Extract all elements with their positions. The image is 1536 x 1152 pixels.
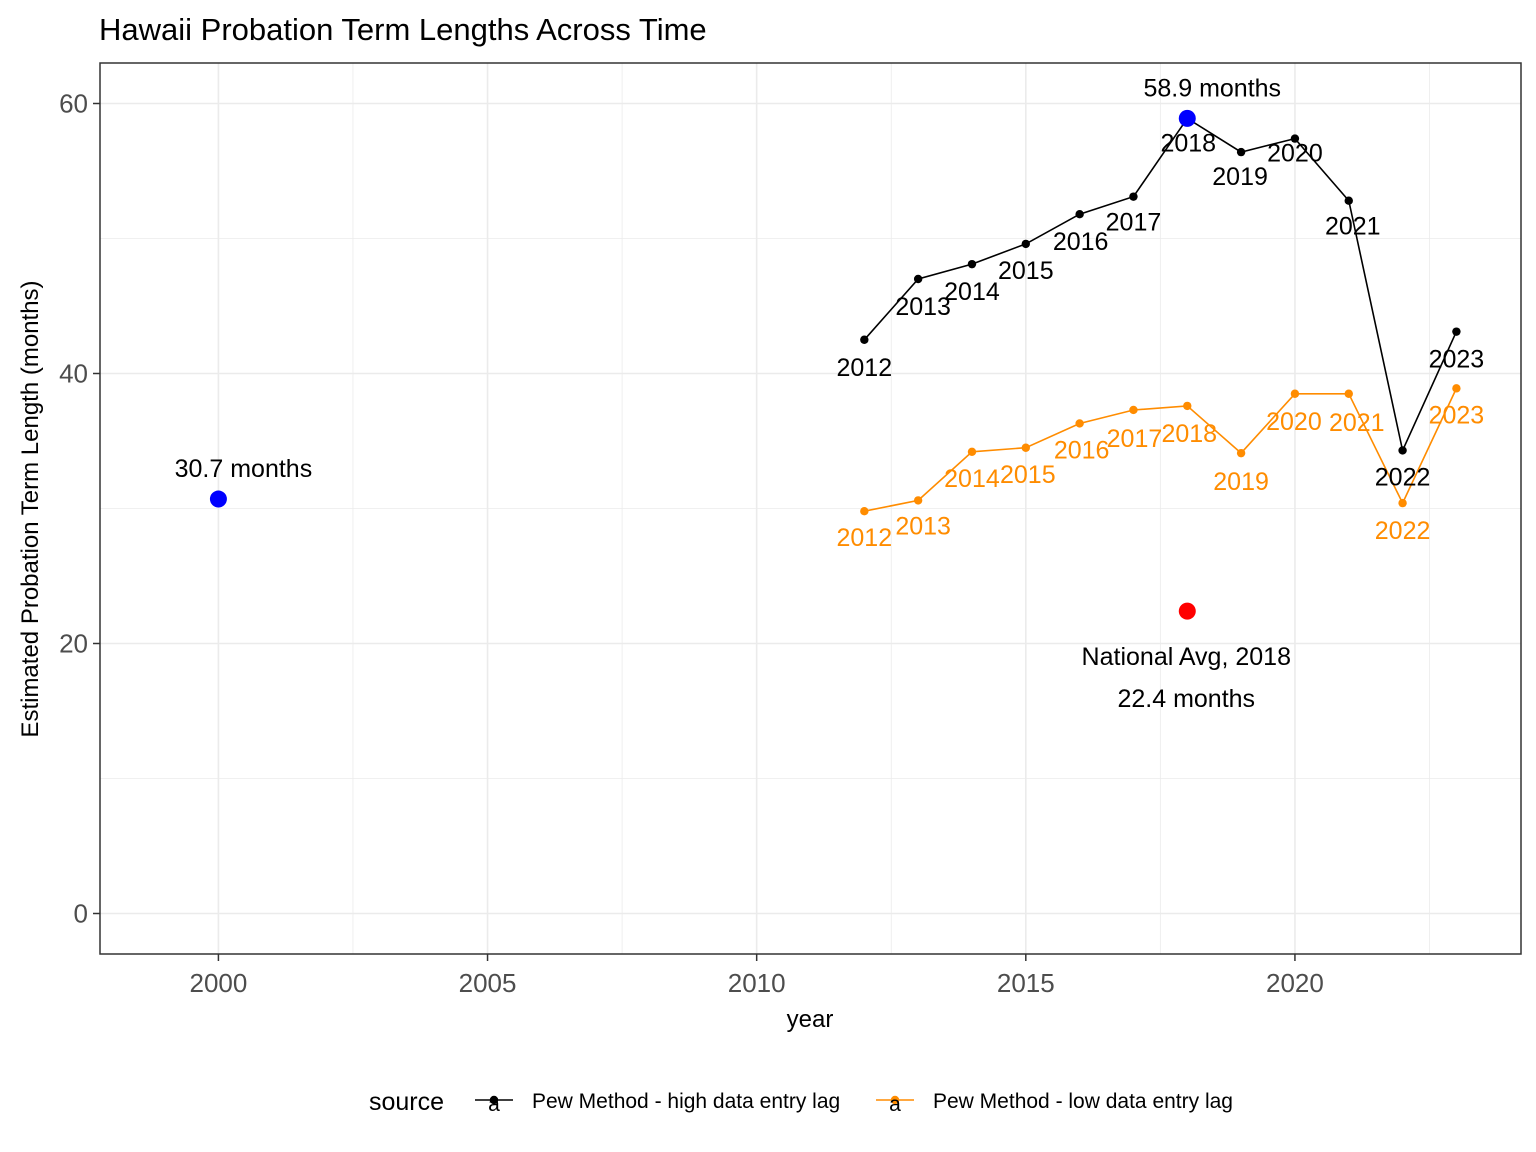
data-point: [1021, 239, 1031, 249]
annotations: 30.7 months 58.9 months National Avg, 2018…: [175, 74, 1291, 713]
data-point: [1236, 147, 1246, 157]
point-label: 2013: [895, 293, 951, 321]
data-point: [1129, 405, 1138, 415]
point-label: 2012: [837, 524, 893, 552]
data-point: [860, 507, 869, 516]
point-label: 2023: [1429, 401, 1485, 429]
y-axis-title: Estimated Probation Term Length (months): [17, 280, 44, 737]
point-label: 2021: [1329, 409, 1385, 437]
x-axis-title: year: [787, 1006, 834, 1033]
series-line-2: [864, 388, 1458, 512]
legend-items: a Pew Method - high data entry lag a Pew Me…: [475, 1090, 1233, 1116]
point-label: 2014: [944, 465, 1000, 493]
point-label: 2022: [1375, 463, 1431, 491]
point-label: 2018: [1161, 420, 1217, 448]
highlight-point: [209, 490, 227, 508]
series-lines: [863, 117, 1458, 512]
legend-key-glyph: a: [889, 1093, 901, 1116]
point-label: 2013: [895, 512, 951, 540]
legend-label: Pew Method - low data entry lag: [933, 1090, 1233, 1113]
data-point: [1021, 443, 1031, 452]
y-tick-label: 60: [59, 89, 88, 119]
data-point: [1290, 134, 1300, 143]
point-label: 2015: [998, 257, 1054, 285]
series-line-1: [863, 117, 1458, 454]
x-axis: 2000 2005 2010 2015 2020: [189, 954, 1324, 998]
point-label: 2017: [1106, 209, 1162, 237]
legend-title: source: [369, 1088, 444, 1116]
point-label: 2021: [1325, 213, 1381, 241]
data-point: [1452, 384, 1461, 393]
y-axis: 0 20 40 60: [59, 89, 100, 929]
data-point: [1344, 196, 1353, 205]
data-point: [1236, 448, 1246, 458]
point-label: 2022: [1375, 517, 1431, 545]
data-point: [1398, 498, 1407, 508]
x-tick-label: 2000: [189, 968, 247, 998]
national-avg-value-annotation: 22.4 months: [1117, 685, 1255, 713]
point-label: 2023: [1429, 346, 1485, 374]
data-point: [913, 274, 923, 284]
data-point: [1075, 210, 1084, 219]
plot-panel-border: [99, 62, 1522, 955]
highlight-points: [209, 109, 1196, 620]
highlight-point: [1178, 109, 1196, 127]
data-point: [860, 335, 869, 344]
legend-label: Pew Method - high data entry lag: [532, 1090, 840, 1113]
point-label: 2019: [1212, 163, 1268, 191]
point-label: 2016: [1053, 228, 1109, 256]
x-tick-label: 2010: [728, 968, 786, 998]
point-label: 2018: [1160, 129, 1216, 157]
data-point: [1344, 389, 1353, 398]
data-point: [1398, 446, 1407, 455]
grid: [100, 63, 1521, 954]
highlight-point: [1178, 602, 1196, 620]
y-tick-label: 0: [74, 899, 88, 929]
x-tick-label: 2005: [459, 968, 517, 998]
point-label: 2020: [1267, 140, 1323, 168]
point-label: 2012: [837, 354, 893, 382]
data-point: [967, 447, 977, 456]
point-label: 2019: [1213, 468, 1269, 496]
data-point: [1452, 327, 1461, 336]
y-tick-label: 20: [59, 629, 88, 659]
legend-key-point: [890, 1095, 900, 1105]
series-points: [860, 114, 1461, 516]
x-tick-label: 2015: [997, 968, 1055, 998]
point-label: 2014: [944, 278, 1000, 306]
highlight-annotation: 30.7 months: [175, 455, 313, 483]
point-label: 2015: [1000, 461, 1056, 489]
legend: source a Pew Method - high data entry lag…: [369, 1088, 1233, 1116]
data-point: [1075, 419, 1084, 428]
point-label: 2017: [1107, 425, 1163, 453]
point-label: 2016: [1054, 436, 1110, 464]
data-point: [1129, 192, 1138, 201]
data-point: [913, 496, 923, 505]
legend-key-point: [489, 1095, 499, 1105]
legend-key-glyph: a: [488, 1093, 500, 1116]
national-avg-annotation: National Avg, 2018: [1082, 643, 1291, 671]
point-label: 2020: [1266, 408, 1322, 436]
x-tick-label: 2020: [1266, 968, 1324, 998]
point-labels: 2012201320142015201620172018201920202021…: [837, 129, 1485, 552]
y-tick-label: 40: [59, 359, 88, 389]
data-point: [1183, 401, 1192, 411]
data-point: [1290, 389, 1300, 398]
data-point: [967, 259, 977, 269]
highlight-annotation: 58.9 months: [1143, 74, 1281, 102]
chart-title: Hawaii Probation Term Lengths Across Tim…: [99, 12, 707, 47]
